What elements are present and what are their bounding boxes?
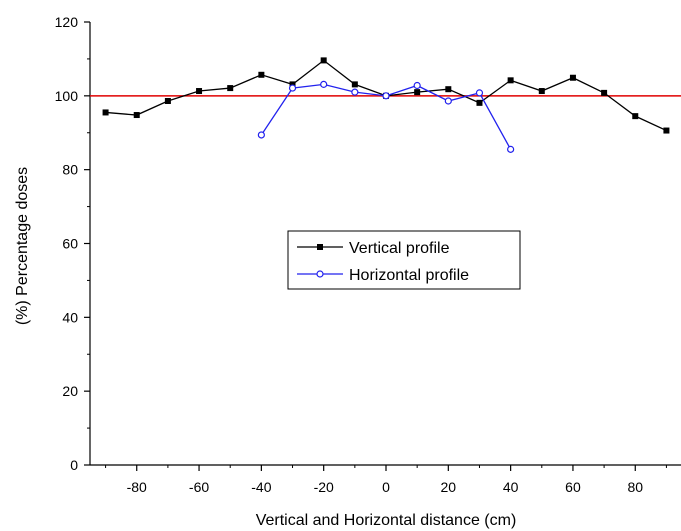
- data-point-horizontal-profile: [444, 97, 452, 105]
- y-tick-label: 80: [62, 162, 78, 178]
- x-tick-label: 20: [441, 479, 457, 495]
- data-point-vertical-profile: [601, 89, 608, 96]
- data-point-vertical-profile: [538, 88, 545, 95]
- y-tick-label: 120: [55, 14, 79, 30]
- data-point-horizontal-profile: [382, 92, 390, 100]
- data-point-vertical-profile: [289, 81, 296, 88]
- data-point-vertical-profile: [507, 77, 514, 84]
- x-tick-label: -60: [189, 479, 209, 495]
- y-tick-label: 60: [62, 236, 78, 252]
- data-point-vertical-profile: [196, 88, 203, 95]
- x-ticks: -80 -60 -40 -20 0 20 40 60 80: [105, 465, 667, 495]
- x-tick-label: -80: [127, 479, 147, 495]
- y-tick-label: 0: [70, 457, 78, 473]
- data-point-horizontal-profile: [320, 80, 328, 88]
- data-point-vertical-profile: [663, 127, 670, 134]
- legend-box: [287, 230, 521, 290]
- data-point-horizontal-profile: [475, 89, 484, 97]
- x-tick-label: 0: [382, 479, 390, 495]
- data-point-vertical-profile: [445, 86, 452, 93]
- data-point-horizontal-profile: [413, 81, 421, 90]
- data-point-vertical-profile: [102, 109, 109, 116]
- data-point-horizontal-profile: [257, 131, 265, 139]
- legend-marker-vertical: [317, 244, 323, 250]
- data-point-vertical-profile: [133, 112, 140, 119]
- data-point-vertical-profile: [351, 81, 358, 88]
- data-point-vertical-profile: [569, 74, 576, 81]
- x-tick-label: -40: [251, 479, 271, 495]
- x-tick-label: 80: [627, 479, 643, 495]
- x-tick-label: 60: [565, 479, 581, 495]
- y-axis-title: (%) Percentage doses: [14, 167, 31, 325]
- legend-marker-horizontal: [316, 270, 324, 278]
- data-point-horizontal-profile: [507, 145, 515, 153]
- legend-label-horizontal: Horizontal profile: [349, 267, 469, 284]
- data-point-horizontal-profile: [351, 88, 359, 96]
- data-point-vertical-profile: [414, 89, 421, 96]
- legend: Vertical profile Horizontal profile: [287, 230, 521, 290]
- data-point-vertical-profile: [320, 57, 327, 64]
- x-tick-label: -20: [314, 479, 334, 495]
- y-tick-label: 20: [62, 383, 78, 399]
- y-ticks: 0 20 40 60 80 100 120: [55, 14, 90, 473]
- data-point-vertical-profile: [632, 113, 639, 120]
- data-point-horizontal-profile: [288, 84, 297, 92]
- legend-label-vertical: Vertical profile: [349, 240, 450, 257]
- x-axis-title: Vertical and Horizontal distance (cm): [256, 512, 517, 529]
- data-point-vertical-profile: [227, 85, 234, 92]
- data-point-vertical-profile: [258, 71, 265, 78]
- series-layer: [102, 57, 670, 153]
- x-tick-label: 40: [503, 479, 519, 495]
- y-tick-label: 100: [55, 88, 79, 104]
- data-point-vertical-profile: [164, 98, 171, 105]
- y-tick-label: 40: [62, 309, 78, 325]
- data-point-vertical-profile: [476, 99, 483, 106]
